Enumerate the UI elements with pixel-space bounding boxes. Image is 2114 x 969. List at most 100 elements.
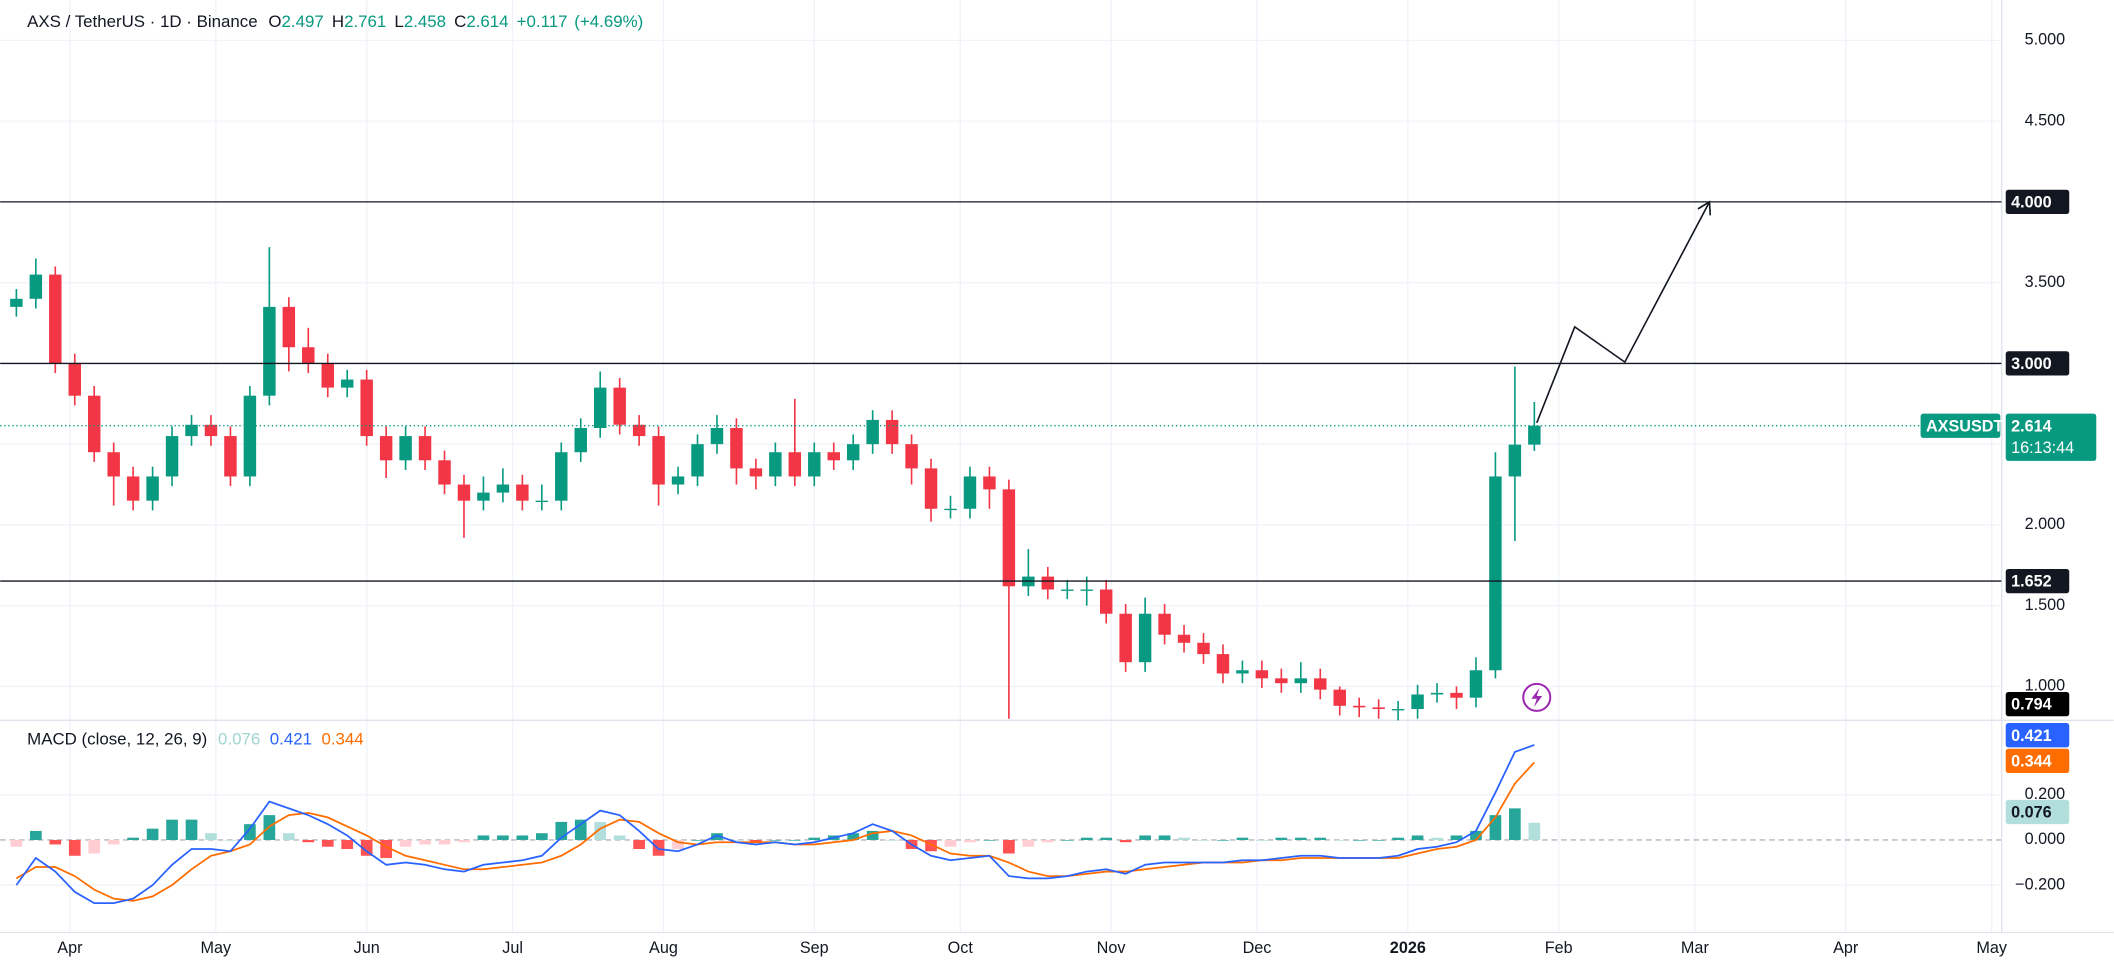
macd-histogram-bar <box>633 839 645 849</box>
x-tick-label: Aug <box>649 939 678 957</box>
macd-histogram-bar <box>1022 839 1035 847</box>
macd-histogram-bar <box>49 839 62 845</box>
candle-body <box>49 274 62 364</box>
candle-body <box>263 306 276 396</box>
candle-body <box>1294 678 1308 684</box>
macd-histogram-bar <box>1528 822 1541 840</box>
change-value: +0.117 <box>517 12 568 31</box>
candle-body <box>1411 694 1424 710</box>
macd-histogram-bar <box>788 839 801 841</box>
macd-histogram-bar <box>1236 837 1249 840</box>
x-tick-label: Feb <box>1545 939 1573 957</box>
candle-body <box>340 379 354 388</box>
x-tick-label: Sep <box>800 939 829 957</box>
macd-title: MACD (close, 12, 26, 9) <box>27 730 207 749</box>
candle-body <box>652 436 665 485</box>
macd-histogram-bar <box>944 839 957 847</box>
x-tick-label: 2026 <box>1390 939 1426 957</box>
lightning-icon[interactable] <box>1522 682 1552 712</box>
candle-body <box>321 363 334 388</box>
x-tick-label: Apr <box>1833 939 1859 957</box>
x-tick-label: Oct <box>948 939 974 957</box>
signal-value-box <box>2005 748 2070 774</box>
macd-histogram-bar <box>458 839 470 843</box>
macd-histogram-bar <box>166 819 178 840</box>
candle-body <box>126 476 140 501</box>
x-tick-label: Nov <box>1097 939 1127 957</box>
macd-histogram-bar <box>925 839 937 852</box>
candle-body <box>10 298 23 307</box>
ohlc-letter: H <box>332 12 344 31</box>
symbol-label: AXSUSDT <box>1926 417 2004 435</box>
candle-body <box>963 476 977 509</box>
macd-histogram-bar <box>244 824 256 840</box>
macd-histogram-bar <box>1314 837 1327 840</box>
macd-histogram-bar <box>107 839 120 845</box>
macd-histogram-bar <box>10 839 23 847</box>
macd-tick-label: 0.200 <box>2025 785 2066 803</box>
macd-histogram-bar <box>1275 837 1288 840</box>
candle-body <box>1469 670 1483 698</box>
macd-legend: MACD (close, 12, 26, 9) 0.076 0.421 0.344 <box>27 730 364 749</box>
candle-body <box>710 427 724 445</box>
y-tick-label: 1.500 <box>2025 596 2066 614</box>
candle-body <box>1119 613 1132 663</box>
candle-body <box>613 387 626 425</box>
candle-body <box>1391 709 1405 711</box>
y-tick-label: 2.000 <box>2025 515 2066 533</box>
candle-body <box>905 444 918 469</box>
x-tick-label: Mar <box>1681 939 1710 957</box>
candle-body <box>399 436 412 461</box>
macd-histogram-bar <box>282 833 295 840</box>
candle-body <box>87 395 101 453</box>
low-marker-box <box>2005 691 2070 717</box>
candle-body <box>1099 589 1113 614</box>
candle-body <box>1177 634 1191 643</box>
candle-body <box>1489 476 1502 671</box>
projection-path <box>1536 201 1711 424</box>
candle-body <box>1041 576 1055 590</box>
macd-histogram-bar <box>808 837 821 840</box>
x-tick-label: Apr <box>57 939 83 957</box>
candle-body <box>983 476 996 490</box>
candle-body <box>1236 670 1249 674</box>
y-tick-label: 4.500 <box>2025 111 2066 129</box>
macd-histogram-bar <box>321 839 334 847</box>
candle-body <box>1430 692 1444 695</box>
macd-histogram-bar <box>1333 839 1346 841</box>
candle-body <box>496 484 510 493</box>
candle-body <box>360 379 373 437</box>
low-marker-label: 0.794 <box>2011 696 2052 714</box>
change-percent: (+4.69%) <box>574 12 643 31</box>
candle-body <box>885 419 899 445</box>
ohlc-letter: C <box>454 12 466 31</box>
candle-body <box>68 363 81 396</box>
candle-body <box>1372 707 1385 710</box>
ohlc-letter: O <box>268 12 281 31</box>
macd-histogram-bar <box>1294 837 1307 840</box>
icon-bolt[interactable] <box>1531 687 1543 707</box>
macd-tick-label: −0.200 <box>2015 875 2065 893</box>
candle-body <box>243 395 257 477</box>
level-label: 3.000 <box>2011 355 2052 373</box>
x-tick-label: May <box>1976 939 2008 957</box>
candle-body <box>1197 642 1210 655</box>
macd-histogram-bar <box>146 828 159 840</box>
last-price-box <box>2005 413 2097 461</box>
macd-histogram-bar <box>711 833 723 840</box>
candle-body <box>29 274 43 299</box>
macd-histogram-bar <box>1139 835 1151 840</box>
candle-body <box>224 436 237 477</box>
candle-body <box>1255 670 1269 679</box>
symbol-title: AXS / TetherUS · 1D · Binance <box>27 12 257 31</box>
candle-body <box>924 468 938 509</box>
macd-histogram-bar <box>1041 839 1054 843</box>
macd-histogram-bar <box>1119 839 1132 843</box>
candle-body <box>107 452 120 477</box>
macd-histogram-bar <box>1061 839 1074 841</box>
candle-body <box>516 484 529 501</box>
candle-body <box>1450 692 1463 698</box>
candle-body <box>302 347 315 364</box>
